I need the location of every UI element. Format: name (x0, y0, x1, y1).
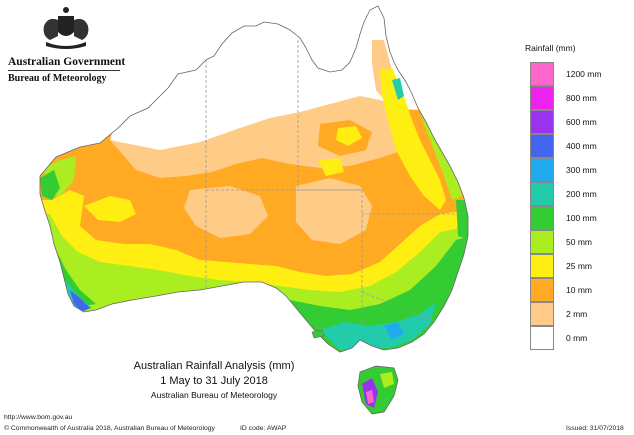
legend-title: Rainfall (mm) (525, 43, 576, 53)
zone-25mm-qld-patch2 (318, 158, 344, 176)
footer-url[interactable]: http://www.bom.gov.au (4, 414, 73, 421)
legend-swatch (530, 182, 554, 206)
map-caption: Australian Rainfall Analysis (mm) 1 May … (94, 360, 334, 400)
zone-100mm-wa-midcoast (40, 170, 60, 200)
legend-label: 300 mm (566, 165, 597, 175)
legend-swatch (530, 62, 554, 86)
zone-300mm-alps (384, 322, 404, 340)
zone-200mm-cairns (392, 78, 404, 100)
zone-25mm-qld-patch (336, 126, 362, 146)
legend-swatch (530, 86, 554, 110)
tasmania-1200mm-peak (366, 390, 374, 404)
zone-2mm-interior-east (296, 178, 372, 244)
legend-swatch (530, 254, 554, 278)
tasmania-50mm-east (380, 372, 394, 388)
legend-swatch (530, 158, 554, 182)
caption-title: Australian Rainfall Analysis (mm) (133, 360, 295, 372)
legend-swatch (530, 134, 554, 158)
caption-source: Australian Bureau of Meteorology (150, 390, 278, 400)
legend-label: 25 mm (566, 261, 592, 271)
legend-label: 0 mm (566, 333, 588, 343)
zone-25mm-wa-north (84, 196, 136, 222)
caption-period: 1 May to 31 July 2018 (160, 375, 268, 387)
header-divider (8, 70, 120, 71)
zone-25mm-qld-coast (380, 68, 446, 210)
zone-400mm-sw-tip (70, 290, 90, 312)
legend-swatch (530, 206, 554, 230)
legend-label: 800 mm (566, 93, 597, 103)
zone-200mm-victoria (320, 302, 436, 350)
footer-copyright: © Commonwealth of Australia 2018, Austra… (4, 425, 215, 432)
zone-2mm-interior-west (184, 186, 268, 238)
legend-label: 600 mm (566, 117, 597, 127)
footer-id-code: ID code: AWAP (240, 425, 287, 432)
coat-of-arms-icon (43, 7, 89, 49)
legend-label: 200 mm (566, 189, 597, 199)
border-nsw-vic (361, 291, 433, 321)
legend-label: 10 mm (566, 285, 592, 295)
legend-swatch (530, 110, 554, 134)
legend-label: 50 mm (566, 237, 592, 247)
legend-label: 1200 mm (566, 69, 602, 79)
kangaroo-island (311, 329, 325, 339)
legend-swatch (530, 326, 554, 350)
legend-swatch (530, 230, 554, 254)
bureau-label: Bureau of Meteorology (8, 73, 107, 84)
footer-issued: Issued: 31/07/2018 (566, 425, 624, 432)
legend-swatch (530, 302, 554, 326)
legend-swatch (530, 278, 554, 302)
state-borders (205, 40, 464, 326)
legend-label: 2 mm (566, 309, 588, 319)
government-label: Australian Government (8, 56, 126, 68)
zone-2mm-north (110, 96, 414, 178)
legend-label: 100 mm (566, 213, 597, 223)
legend-label: 400 mm (566, 141, 597, 151)
government-logo-block: Australian Government Bureau of Meteorol… (8, 6, 126, 84)
